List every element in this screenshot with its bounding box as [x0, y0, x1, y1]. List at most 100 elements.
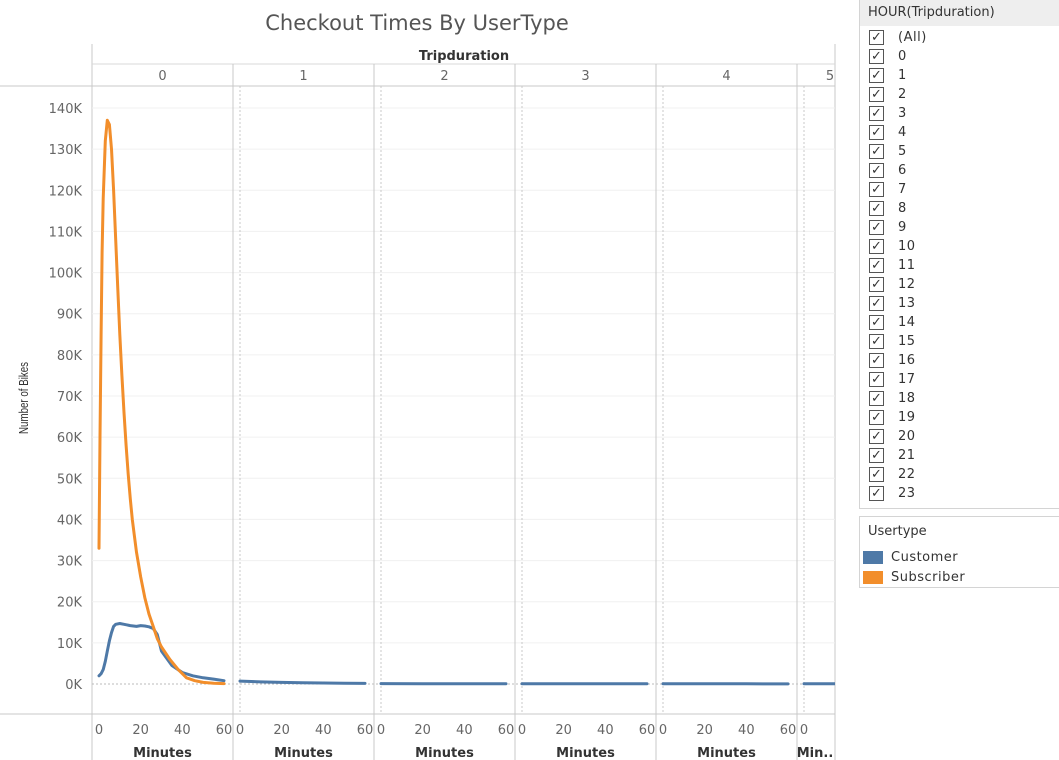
filter-item-21[interactable]: ✓ 21	[860, 446, 1059, 465]
x-tick-label: 60	[780, 723, 797, 738]
x-tick-label: 40	[738, 723, 755, 738]
filter-item-8[interactable]: ✓ 8	[860, 199, 1059, 218]
checkbox-checked-icon[interactable]: ✓	[869, 182, 884, 197]
checkbox-checked-icon[interactable]: ✓	[869, 277, 884, 292]
checkbox-checked-icon[interactable]: ✓	[869, 410, 884, 425]
y-tick-label: 70K	[57, 390, 83, 405]
filter-item-11[interactable]: ✓ 11	[860, 256, 1059, 275]
filter-item-13[interactable]: ✓ 13	[860, 294, 1059, 313]
checkbox-checked-icon[interactable]: ✓	[869, 258, 884, 273]
x-axis-title: Min..	[797, 746, 834, 760]
filter-item-label: 16	[898, 353, 916, 368]
y-tick-label: 130K	[49, 143, 83, 158]
x-tick-label: 40	[456, 723, 473, 738]
x-axis-title: Minutes	[556, 746, 615, 760]
x-tick-label: 20	[273, 723, 290, 738]
filter-item-12[interactable]: ✓ 12	[860, 275, 1059, 294]
filter-item-all[interactable]: ✓ (All)	[860, 28, 1059, 47]
y-tick-label: 120K	[49, 184, 83, 199]
filter-item-15[interactable]: ✓ 15	[860, 332, 1059, 351]
filter-item-10[interactable]: ✓ 10	[860, 237, 1059, 256]
filter-item-16[interactable]: ✓ 16	[860, 351, 1059, 370]
checkbox-checked-icon[interactable]: ✓	[869, 372, 884, 387]
checkbox-checked-icon[interactable]: ✓	[869, 163, 884, 178]
x-tick-label: 40	[597, 723, 614, 738]
x-axis-title: Minutes	[415, 746, 474, 760]
filter-item-label: 1	[898, 68, 907, 83]
filter-item-0[interactable]: ✓ 0	[860, 47, 1059, 66]
checkbox-checked-icon[interactable]: ✓	[869, 144, 884, 159]
legend-label: Subscriber	[891, 569, 966, 585]
hour-filter-title: HOUR(Tripduration)	[860, 0, 1059, 26]
filter-item-label: 2	[898, 87, 907, 102]
checkbox-checked-icon[interactable]: ✓	[869, 486, 884, 501]
x-tick-label: 20	[414, 723, 431, 738]
checkbox-checked-icon[interactable]: ✓	[869, 125, 884, 140]
filter-item-label: 9	[898, 220, 907, 235]
pane-header-label: 0	[158, 69, 166, 84]
filter-item-label: 10	[898, 239, 916, 254]
legend-item-customer[interactable]: Customer	[860, 547, 1059, 567]
subscriber-line-pane-0	[97, 118, 226, 686]
y-tick-label: 80K	[57, 349, 83, 364]
y-tick-label: 40K	[57, 513, 83, 528]
checkbox-checked-icon[interactable]: ✓	[869, 220, 884, 235]
filter-item-19[interactable]: ✓ 19	[860, 408, 1059, 427]
filter-item-18[interactable]: ✓ 18	[860, 389, 1059, 408]
filter-item-label: (All)	[898, 30, 927, 45]
x-tick-label: 0	[95, 723, 103, 738]
x-tick-label: 0	[236, 723, 244, 738]
usertype-legend: Usertype Customer Subscriber	[859, 516, 1059, 588]
pane-header-label: 5	[826, 69, 834, 84]
filter-item-20[interactable]: ✓ 20	[860, 427, 1059, 446]
y-tick-label: 60K	[57, 431, 83, 446]
filter-item-1[interactable]: ✓ 1	[860, 66, 1059, 85]
x-tick-label: 20	[696, 723, 713, 738]
filter-item-6[interactable]: ✓ 6	[860, 161, 1059, 180]
filter-item-label: 23	[898, 486, 916, 501]
filter-item-2[interactable]: ✓ 2	[860, 85, 1059, 104]
filter-item-label: 8	[898, 201, 907, 216]
checkbox-checked-icon[interactable]: ✓	[869, 87, 884, 102]
checkbox-checked-icon[interactable]: ✓	[869, 296, 884, 311]
filter-item-4[interactable]: ✓ 4	[860, 123, 1059, 142]
checkbox-checked-icon[interactable]: ✓	[869, 353, 884, 368]
checkbox-checked-icon[interactable]: ✓	[869, 201, 884, 216]
x-tick-label: 0	[377, 723, 385, 738]
filter-item-23[interactable]: ✓ 23	[860, 484, 1059, 503]
checkbox-checked-icon[interactable]: ✓	[869, 49, 884, 64]
legend-label: Customer	[891, 549, 959, 565]
filter-item-3[interactable]: ✓ 3	[860, 104, 1059, 123]
checkbox-checked-icon[interactable]: ✓	[869, 429, 884, 444]
x-axis-title: Minutes	[133, 746, 192, 760]
filter-item-22[interactable]: ✓ 22	[860, 465, 1059, 484]
checkbox-checked-icon[interactable]: ✓	[869, 315, 884, 330]
x-tick-label: 40	[315, 723, 332, 738]
checkbox-checked-icon[interactable]: ✓	[869, 239, 884, 254]
filter-item-label: 11	[898, 258, 916, 273]
checkbox-checked-icon[interactable]: ✓	[869, 68, 884, 83]
filter-item-label: 15	[898, 334, 916, 349]
checkbox-checked-icon[interactable]: ✓	[869, 334, 884, 349]
legend-item-subscriber[interactable]: Subscriber	[860, 567, 1059, 587]
filter-item-label: 12	[898, 277, 916, 292]
filter-item-17[interactable]: ✓ 17	[860, 370, 1059, 389]
column-header-title: Tripduration	[419, 49, 509, 64]
checkbox-checked-icon[interactable]: ✓	[869, 467, 884, 482]
x-tick-label: 60	[357, 723, 374, 738]
y-tick-label: 140K	[49, 102, 83, 117]
pane-header-label: 3	[581, 69, 589, 84]
y-tick-label: 100K	[49, 267, 83, 282]
filter-item-5[interactable]: ✓ 5	[860, 142, 1059, 161]
checkbox-checked-icon[interactable]: ✓	[869, 30, 884, 45]
x-tick-label: 60	[216, 723, 233, 738]
checkbox-checked-icon[interactable]: ✓	[869, 391, 884, 406]
checkbox-checked-icon[interactable]: ✓	[869, 106, 884, 121]
customer-line-pane-0	[97, 622, 226, 683]
y-tick-label: 10K	[57, 637, 83, 652]
y-axis-title: Number of Bikes	[18, 362, 32, 434]
filter-item-7[interactable]: ✓ 7	[860, 180, 1059, 199]
checkbox-checked-icon[interactable]: ✓	[869, 448, 884, 463]
filter-item-14[interactable]: ✓ 14	[860, 313, 1059, 332]
filter-item-9[interactable]: ✓ 9	[860, 218, 1059, 237]
